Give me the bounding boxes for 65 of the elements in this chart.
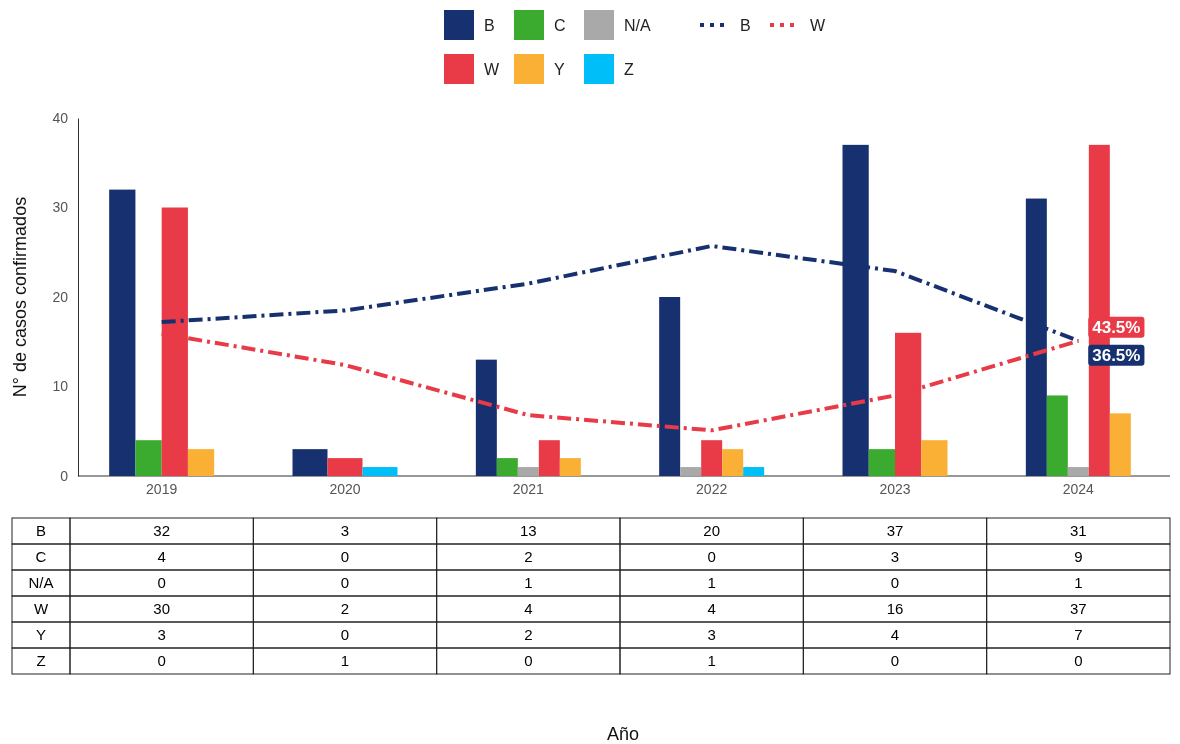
data-label: 0 — [340, 626, 350, 643]
data-label: 2 — [524, 626, 533, 643]
data-label: 1 — [524, 574, 533, 591]
data-label: 1 — [1074, 574, 1083, 591]
legend-label: B — [740, 17, 751, 34]
x-tick-label: 2024 — [1062, 480, 1095, 497]
data-label: 16 — [886, 600, 904, 617]
data-label: 0 — [157, 652, 166, 669]
text: B — [35, 522, 47, 539]
data-label: 3 — [890, 548, 900, 565]
data-label: 2 — [524, 548, 533, 565]
data-label: 30 — [153, 600, 171, 617]
text: C — [35, 548, 47, 565]
data-label: 3 — [157, 626, 166, 643]
data-label: 3 — [340, 522, 350, 539]
data-label: 4 — [524, 600, 533, 617]
legend-label: B — [484, 17, 495, 34]
y-tick-label: 20 — [52, 288, 69, 305]
data-label: 4 — [157, 548, 166, 565]
data-label: 32 — [153, 522, 171, 539]
data-label: 0 — [340, 548, 350, 565]
x-tick-label: 2022 — [696, 480, 728, 497]
x-tick-label: 2023 — [879, 480, 911, 497]
data-label: 4 — [890, 626, 900, 643]
y-tick-label: 30 — [52, 199, 69, 216]
text: Z — [36, 652, 46, 669]
y-tick-label: 10 — [52, 378, 69, 395]
data-label: 37 — [1069, 600, 1087, 617]
legend-label: N/A — [624, 17, 651, 34]
data-label: 0 — [1074, 652, 1083, 669]
data-label: 1 — [340, 652, 350, 669]
legend-label: C — [554, 17, 566, 34]
data-label: 1 — [707, 574, 716, 591]
data-label: 9 — [1074, 548, 1083, 565]
data-label: 0 — [890, 574, 900, 591]
annotation: 36.5% — [1092, 345, 1141, 365]
y-tick-label: 40 — [52, 109, 69, 126]
data-label: 2 — [340, 600, 350, 617]
data-label: 37 — [886, 522, 904, 539]
annotation: 43.5% — [1092, 317, 1141, 337]
legend-label: W — [484, 61, 500, 78]
y-tick-label: 0 — [60, 467, 69, 484]
data-label: 0 — [890, 652, 900, 669]
legend-label: Z — [624, 61, 634, 78]
data-label: 13 — [519, 522, 537, 539]
text: N/A — [28, 574, 54, 591]
data-label: 4 — [707, 600, 716, 617]
x-tick-label: 2021 — [512, 480, 545, 497]
data-label: 7 — [1074, 626, 1083, 643]
text: Año — [606, 724, 640, 744]
data-label: 1 — [707, 652, 716, 669]
data-label: 20 — [703, 522, 721, 539]
data-label: 31 — [1069, 522, 1087, 539]
data-label: 0 — [340, 574, 350, 591]
x-tick-label: 2019 — [146, 480, 178, 497]
data-label: 0 — [524, 652, 533, 669]
text: W — [33, 600, 49, 617]
data-label: 3 — [707, 626, 716, 643]
data-label: 0 — [707, 548, 716, 565]
legend-label: W — [810, 17, 826, 34]
data-label: 0 — [157, 574, 166, 591]
y-axis-title: N° de casos confirmados — [10, 196, 30, 398]
x-tick-label: 2020 — [329, 480, 361, 497]
text: Y — [35, 626, 47, 643]
legend-label: Y — [554, 61, 565, 78]
